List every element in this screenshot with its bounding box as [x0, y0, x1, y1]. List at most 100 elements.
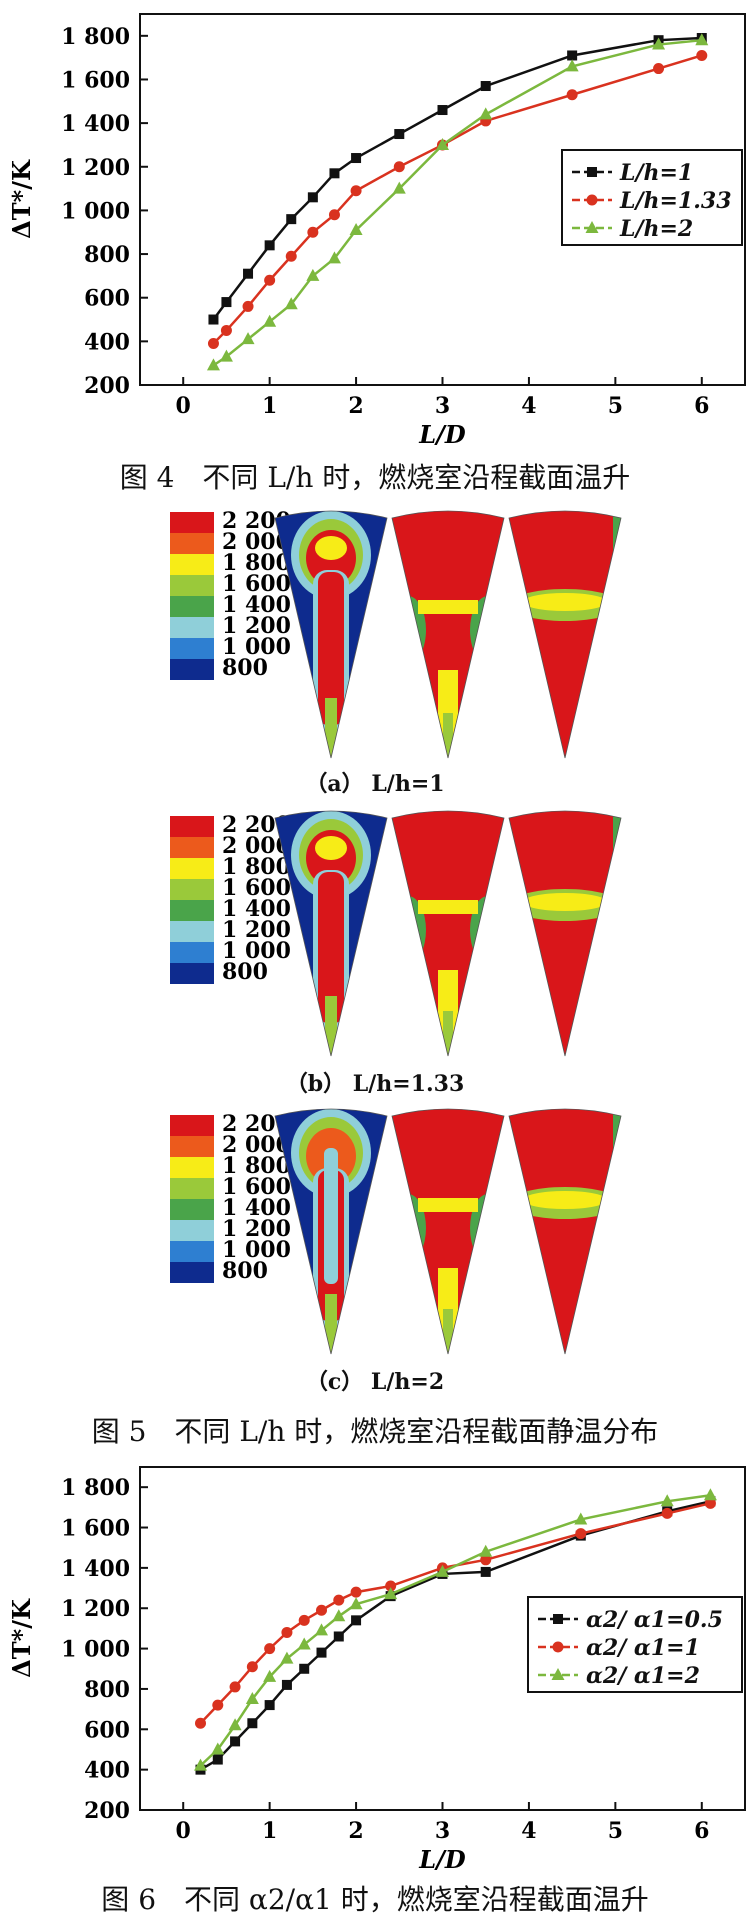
fig4-series-2-point [350, 185, 362, 197]
fig5-legend-level: 1 200 [222, 613, 291, 639]
fig5-legend-swatch [170, 816, 214, 837]
fig4-series-2-point [307, 226, 319, 238]
fig4-y-tick-label: 800 [84, 242, 130, 268]
fig6-y-tick-label: 1 800 [61, 1475, 130, 1501]
fig4-series-2-point [653, 63, 665, 75]
fig4-series-1-point [480, 81, 491, 92]
fig4-series-1-point [208, 314, 219, 325]
figure-6-chart: 0 1 2 3 4 5 6 200 400 600 800 1 000 1 200 1 400 1 600 1… [7, 1466, 746, 1874]
fig4-series-1-point [307, 192, 318, 203]
fig6-y-tick-label: 1 400 [61, 1556, 130, 1582]
fig5-legend-level: 1 600 [222, 875, 291, 901]
fig5-legend-swatch [170, 617, 214, 638]
fig4-series-3-point [392, 181, 406, 194]
fig5-contour-panel-2-2 [392, 811, 504, 1056]
fig5-legend-swatch [170, 942, 214, 963]
fig4-x-tick-label: 5 [608, 393, 623, 419]
fig6-x-tick-label: 5 [608, 1818, 623, 1844]
fig5-legend-level: 800 [222, 959, 268, 985]
fig4-series-2-point [242, 300, 254, 312]
fig4-y-tick-label: 1 200 [61, 155, 130, 181]
fig4-series-3-point [219, 349, 233, 362]
fig6-series-3-point [384, 1587, 398, 1600]
fig6-series-2-point [229, 1681, 241, 1693]
fig5-legend-swatch [170, 1157, 214, 1178]
fig5-legend-swatch [170, 858, 214, 879]
fig6-x-tick-label: 4 [521, 1818, 536, 1844]
fig6-series-1-point [351, 1615, 362, 1626]
fig4-series-1-point [329, 168, 340, 179]
fig5-legend-swatch [170, 921, 214, 942]
fig5-legend-swatch [170, 879, 214, 900]
fig4-y-tick-label: 1 000 [61, 198, 130, 224]
figure-6-caption: 图 6 不同 α2/α1 时，燃烧室沿程截面温升 [101, 1883, 649, 1916]
fig6-series-2-point [195, 1717, 206, 1729]
fig6-series-1-point [333, 1631, 344, 1642]
fig6-x-tick-label: 3 [435, 1818, 450, 1844]
fig5-legend-swatch [170, 533, 214, 554]
fig4-y-tick-label: 1 800 [61, 24, 130, 50]
fig4-series-2-point [207, 338, 219, 350]
fig6-series-3-point [349, 1597, 363, 1610]
fig4-x-tick-label: 3 [435, 393, 450, 419]
fig6-series-1-point [264, 1700, 275, 1711]
figure-5c-caption: （c） L/h=2 [305, 1369, 445, 1395]
fig4-series-3-point [263, 314, 277, 327]
fig6-series-2-point [246, 1661, 258, 1673]
fig5-legend-level: 1 400 [222, 1195, 291, 1221]
fig6-series-2-point [264, 1643, 276, 1655]
fig6-series-1-point [299, 1663, 310, 1674]
fig5-legend-swatch [170, 1115, 214, 1136]
fig6-series-1-point [247, 1718, 258, 1729]
fig4-series-3-point [652, 37, 666, 50]
fig4-series-3-point [206, 358, 220, 371]
fig6-x-tick-label: 0 [176, 1818, 191, 1844]
fig4-y-tick-label: 400 [84, 329, 130, 355]
fig6-series-3-point [332, 1609, 346, 1622]
fig4-series-1-point [221, 297, 232, 308]
fig6-x-axis-label: L/D [418, 1845, 466, 1874]
fig5-legend-swatch [170, 900, 214, 921]
fig6-series-1-point [281, 1679, 292, 1690]
fig6-series-3-point [280, 1651, 294, 1664]
fig4-y-tick-label: 1 600 [61, 67, 130, 93]
fig5-legend-level: 1 600 [222, 1174, 291, 1200]
fig6-series-2-point [575, 1528, 587, 1540]
fig4-series-3-point [565, 59, 579, 72]
fig5-legend-swatch [170, 512, 214, 533]
fig5-legend-level: 1 400 [222, 896, 291, 922]
fig6-series-2-point [661, 1507, 673, 1519]
fig4-legend-marker [587, 167, 597, 177]
fig5-legend-swatch [170, 1220, 214, 1241]
fig6-series-3-point [436, 1564, 449, 1577]
fig6-series-2-point [480, 1554, 492, 1566]
fig4-x-tick-label: 0 [176, 393, 191, 419]
fig6-series-2-point [298, 1614, 310, 1626]
fig4-series-2-point [696, 49, 708, 61]
figure-4-chart: 0 1 2 3 4 5 6 200 400 600 800 1 000 1 200 1 400 1 600 1… [7, 13, 746, 449]
fig4-x-tick-label: 1 [262, 393, 277, 419]
fig4-series-1-point [394, 129, 405, 140]
fig6-series-line-3 [199, 1494, 711, 1767]
fig5-legend-level: 800 [222, 655, 268, 681]
fig4-series-line-3 [212, 38, 702, 367]
fig5-legend-level: 1 000 [222, 938, 291, 964]
fig5-legend-swatch [170, 837, 214, 858]
fig4-series-3-point [306, 268, 320, 281]
fig6-series-3-point [211, 1742, 225, 1755]
fig4-x-axis-label: L/D [418, 420, 466, 449]
fig4-y-tick-label: 600 [84, 286, 130, 312]
fig4-series-1-point [437, 105, 448, 116]
fig6-series-1-point [480, 1566, 491, 1577]
fig4-series-3-point [327, 251, 341, 264]
fig5-legend-swatch [170, 1199, 214, 1220]
fig6-y-axis-label: ΔT*/K [7, 1598, 36, 1678]
fig4-series-1-point [286, 214, 297, 225]
fig6-series-line-1 [199, 1500, 711, 1771]
fig4-series-1-point [243, 268, 254, 279]
figure-5a-caption: （a） L/h=1 [305, 771, 445, 797]
fig6-y-tick-label: 800 [84, 1677, 130, 1703]
fig6-series-3-point [263, 1669, 277, 1682]
fig4-series-3-point [479, 107, 493, 120]
